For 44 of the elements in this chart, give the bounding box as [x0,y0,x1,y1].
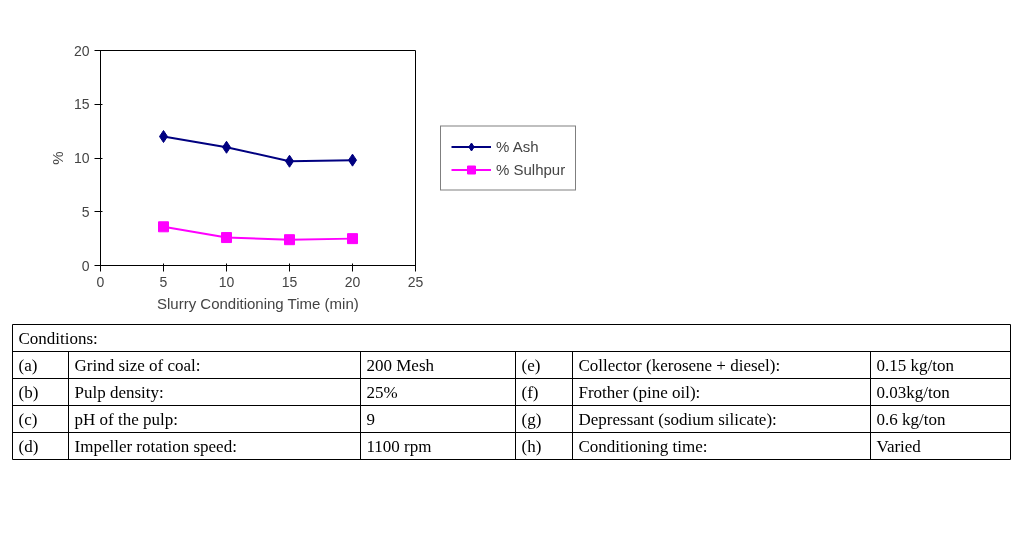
legend-label: % Ash [496,137,539,155]
x-axis-title: Slurry Conditioning Time (min) [157,294,359,312]
y-tick-label: 10 [73,150,90,166]
y-axis-title: % [48,151,66,165]
x-tick-label: 25 [407,273,424,290]
text: Conditioning time: [578,436,708,456]
text: Varied [876,436,922,456]
text: Grind size of coal: [74,355,201,375]
y-tick-label: 15 [73,96,90,113]
text: Collector (kerosene + diesel): [578,355,781,375]
text: (g) [521,409,542,429]
y-tick-label: 20 [73,42,90,59]
text: (d) [18,436,39,456]
text: (h) [521,436,542,456]
x-tick-label: 15 [281,273,298,290]
text: Depressant (sodium silicate): [578,409,777,429]
text: 0.03kg/ton [876,382,951,402]
text: 25% [366,382,398,402]
text: pH of the pulp: [74,409,178,429]
text: 0.6 kg/ton [876,409,946,429]
text: Frother (pine oil): [578,382,701,402]
text: Impeller rotation speed: [74,436,237,456]
x-tick-label: 20 [344,273,361,290]
text: 9 [366,409,375,429]
x-tick-label: 5 [159,273,168,290]
text: 200 Mesh [366,355,435,375]
text: (e) [521,355,541,375]
y-tick-label: 5 [81,203,90,220]
x-tick-label: 10 [218,273,235,290]
point [158,221,169,233]
text: (c) [18,409,38,429]
text: 0.15 kg/ton [876,355,955,375]
y-tick-label: 0 [81,257,90,274]
text: 1100 rpm [366,436,432,456]
point [284,234,295,246]
point [221,232,232,244]
x-tick-label: 0 [96,273,105,290]
text: Conditions: [18,328,98,348]
text: (f) [521,382,539,402]
text: (b) [18,382,39,402]
text: (a) [18,355,38,375]
legend-label: % Sulhpur [496,160,566,178]
text: Pulp density: [74,382,164,402]
point [347,233,358,245]
